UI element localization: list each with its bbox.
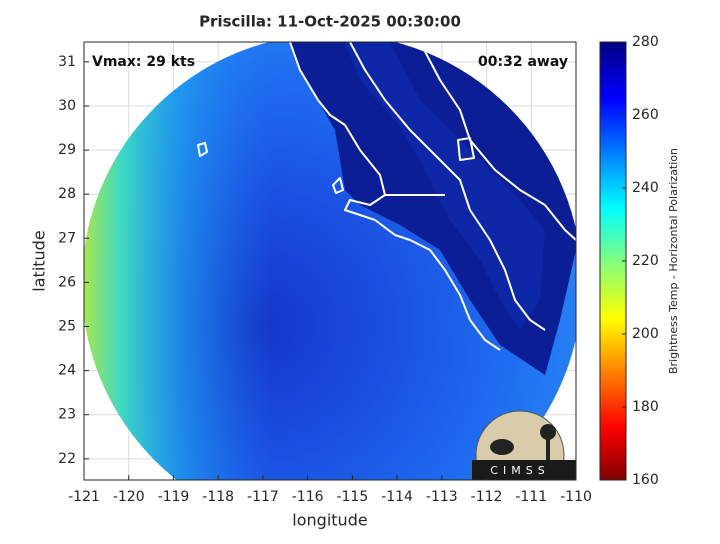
- island: [332, 177, 344, 194]
- y-tick-label: 23: [58, 407, 76, 423]
- x-tick-label: -118: [202, 489, 234, 505]
- y-tick-label: 24: [58, 363, 76, 379]
- colorbar-tick-label: 180: [632, 399, 659, 415]
- logo: CIMSS: [472, 410, 576, 480]
- colorbar-tick-label: 220: [632, 253, 659, 269]
- y-tick-label: 30: [58, 98, 76, 114]
- x-tick-label: -111: [515, 489, 547, 505]
- x-tick-label: -110: [560, 489, 592, 505]
- x-tick-label: -114: [381, 489, 413, 505]
- island: [457, 137, 475, 161]
- axes-frame: [83, 41, 577, 481]
- x-tick-label: -116: [292, 489, 324, 505]
- y-tick-label: 25: [58, 319, 76, 335]
- x-tick-label: -120: [113, 489, 145, 505]
- x-tick-label: -121: [68, 489, 100, 505]
- time-annotation: 00:32 away: [478, 54, 568, 70]
- satellite-image: CIMSS: [84, 42, 576, 480]
- y-tick-label: 31: [58, 54, 76, 70]
- colorbar-label: Brightness Temp - Horizontal Polarizatio…: [667, 148, 680, 374]
- colorbar-tick-label: 200: [632, 326, 659, 342]
- gulf: [345, 42, 545, 330]
- y-tick-label: 22: [58, 451, 76, 467]
- y-tick-label: 26: [58, 274, 76, 290]
- colorbar-tick-label: 280: [632, 34, 659, 50]
- colorbar-tick-label: 160: [632, 472, 659, 488]
- x-tick-label: -119: [158, 489, 190, 505]
- y-tick-label: 29: [58, 142, 76, 158]
- coastline: [419, 42, 576, 241]
- map-title: Priscilla: 11-Oct-2025 00:30:00: [199, 13, 461, 31]
- colorbar: [599, 41, 627, 481]
- x-tick-label: -117: [247, 489, 279, 505]
- colorbar-tick-label: 260: [632, 107, 659, 123]
- vmax-annotation: Vmax: 29 kts: [92, 54, 195, 70]
- y-tick-label: 27: [58, 230, 76, 246]
- x-tick-label: -112: [471, 489, 503, 505]
- y-tick-label: 28: [58, 186, 76, 202]
- island: [197, 142, 208, 157]
- y-axis-label: latitude: [30, 230, 49, 291]
- logo-text: CIMSS: [490, 464, 549, 477]
- x-axis-label: longitude: [292, 511, 367, 530]
- colorbar-tick-label: 240: [632, 180, 659, 196]
- coastline: [349, 42, 546, 331]
- x-tick-label: -115: [336, 489, 368, 505]
- coastline: [289, 42, 501, 351]
- x-tick-label: -113: [426, 489, 458, 505]
